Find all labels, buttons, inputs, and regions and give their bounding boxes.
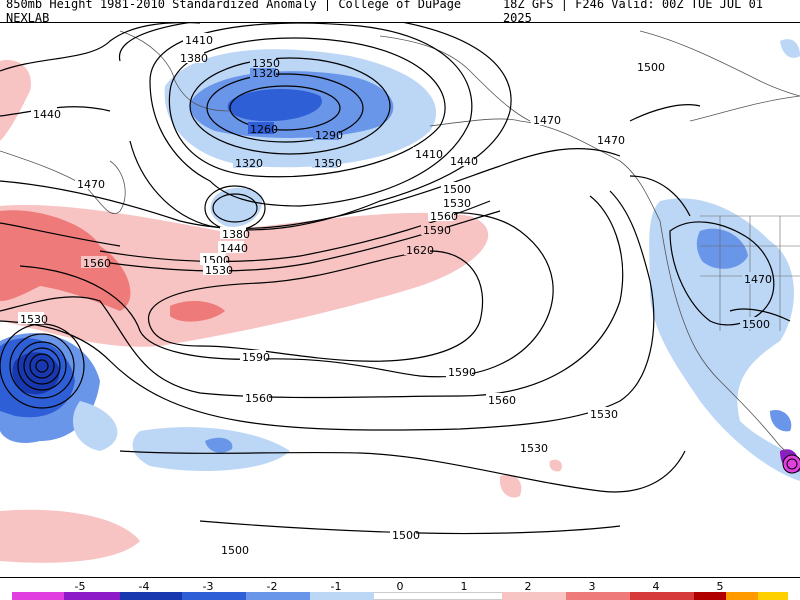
colorbar-tick: -3 <box>202 580 214 593</box>
colorbar-segment <box>694 592 726 600</box>
colorbar-tick: -4 <box>138 580 150 593</box>
anomaly-shading <box>0 39 800 563</box>
colorbar-tick: -5 <box>74 580 86 593</box>
colorbar-segment <box>310 592 374 600</box>
coastlines <box>0 30 800 462</box>
map-canvas: 1260 1290 1320 1320 1350 1350 1380 1380 … <box>0 23 800 563</box>
label-1320-south: 1320 <box>235 157 263 170</box>
label-1530-south: 1530 <box>520 442 548 455</box>
label-1620: 1620 <box>406 244 434 257</box>
colorbar-tick: 0 <box>396 580 404 593</box>
colorbar-tick: 4 <box>652 580 660 593</box>
label-1590-east: 1590 <box>423 224 451 237</box>
label-1560-south: 1560 <box>245 392 273 405</box>
label-1410-east: 1410 <box>415 148 443 161</box>
label-1560-west: 1560 <box>83 257 111 270</box>
colorbar-segment <box>182 592 246 600</box>
label-1350-north: 1350 <box>252 57 280 70</box>
map-header: 850mb Height 1981-2010 Standardized Anom… <box>0 0 800 25</box>
label-1410-west: 1410 <box>185 34 213 47</box>
label-1590-south: 1590 <box>242 351 270 364</box>
colorbar-segment <box>502 592 566 600</box>
label-1470-west: 1470 <box>77 178 105 191</box>
label-1530-mid: 1530 <box>205 264 233 277</box>
label-1380-south: 1380 <box>222 228 250 241</box>
colorbar-tick: 5 <box>716 580 724 593</box>
label-1530-east: 1530 <box>443 197 471 210</box>
header-run-info: 18Z GFS | F246 Valid: 00Z TUE JUL 01 202… <box>502 0 764 25</box>
label-1290: 1290 <box>315 129 343 142</box>
colorbar-tick: -1 <box>330 580 342 593</box>
label-1440-south: 1440 <box>220 242 248 255</box>
label-1560-southeast: 1560 <box>488 394 516 407</box>
label-1500-us: 1500 <box>742 318 770 331</box>
label-1440-west: 1440 <box>33 108 61 121</box>
colorbar-segment <box>630 592 694 600</box>
colorbar-segment <box>726 592 758 600</box>
label-1560-east: 1560 <box>430 210 458 223</box>
colorbar-segment <box>12 592 64 600</box>
colorbar-strip <box>12 592 788 600</box>
label-1440-east: 1440 <box>450 155 478 168</box>
colorbar-tick: 3 <box>588 580 596 593</box>
colorbar-tick: -2 <box>266 580 278 593</box>
label-1500-canada: 1500 <box>637 61 665 74</box>
tropical-low <box>782 454 800 474</box>
label-1470-mid: 1470 <box>533 114 561 127</box>
colorbar-tick: 2 <box>524 580 532 593</box>
anomaly-map: 1260 1290 1320 1320 1350 1350 1380 1380 … <box>0 22 800 578</box>
colorbar-segment <box>758 592 788 600</box>
label-1350-south: 1350 <box>314 157 342 170</box>
colorbar-segment <box>566 592 630 600</box>
label-1530-west: 1530 <box>20 313 48 326</box>
header-title: 850mb Height 1981-2010 Standardized Anom… <box>6 0 462 25</box>
label-1500-southwest: 1500 <box>221 544 249 557</box>
label-1260: 1260 <box>250 123 278 136</box>
colorbar: -5 -4 -3 -2 -1 0 1 2 3 4 5 <box>0 580 800 600</box>
label-1530-southeast: 1530 <box>590 408 618 421</box>
label-1590-southeast: 1590 <box>448 366 476 379</box>
label-1470-us: 1470 <box>744 273 772 286</box>
label-1320-north: 1320 <box>252 67 280 80</box>
label-1500-east: 1500 <box>443 183 471 196</box>
colorbar-segment <box>64 592 120 600</box>
label-1500-south: 1500 <box>392 529 420 542</box>
colorbar-segment <box>246 592 310 600</box>
label-1380-west: 1380 <box>180 52 208 65</box>
contour-labels: 1260 1290 1320 1320 1350 1350 1380 1380 … <box>18 33 772 557</box>
colorbar-segment <box>374 592 502 600</box>
colorbar-tick: 1 <box>460 580 468 593</box>
label-1470-east: 1470 <box>597 134 625 147</box>
colorbar-segment <box>120 592 182 600</box>
